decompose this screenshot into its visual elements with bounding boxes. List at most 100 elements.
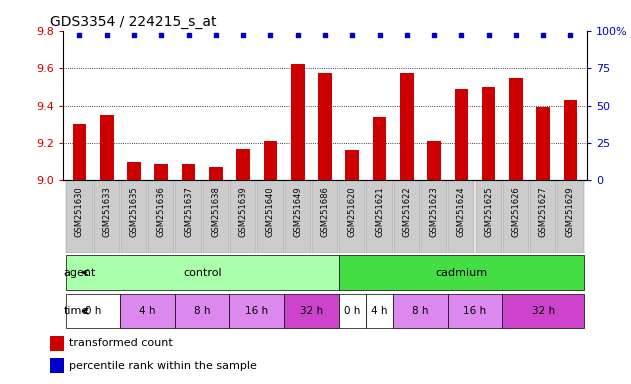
Bar — [393, 294, 448, 328]
Text: 16 h: 16 h — [245, 306, 268, 316]
Point — [511, 32, 521, 38]
Bar — [339, 180, 365, 253]
Bar — [50, 336, 64, 351]
Point — [320, 32, 330, 38]
Bar — [563, 100, 577, 180]
Text: transformed count: transformed count — [69, 338, 173, 348]
Bar — [312, 180, 338, 253]
Text: GSM251636: GSM251636 — [156, 186, 166, 237]
Bar — [155, 164, 168, 180]
Text: 32 h: 32 h — [300, 306, 323, 316]
Text: GSM251621: GSM251621 — [375, 186, 384, 237]
Bar — [175, 294, 230, 328]
Text: GSM251638: GSM251638 — [211, 186, 220, 237]
Text: 0 h: 0 h — [344, 306, 360, 316]
Bar — [175, 180, 202, 253]
Point — [429, 32, 439, 38]
Bar — [121, 180, 147, 253]
Bar — [257, 180, 283, 253]
Bar — [345, 150, 359, 180]
Bar — [127, 162, 141, 180]
Point — [538, 32, 548, 38]
Point — [266, 32, 276, 38]
Bar — [121, 294, 175, 328]
Text: 32 h: 32 h — [532, 306, 555, 316]
Bar — [530, 180, 557, 253]
Text: GSM251623: GSM251623 — [430, 186, 439, 237]
Text: cadmium: cadmium — [435, 268, 487, 278]
Bar — [93, 180, 120, 253]
Bar — [66, 180, 93, 253]
Point — [238, 32, 248, 38]
Bar — [73, 124, 86, 180]
Text: GSM251686: GSM251686 — [321, 186, 329, 237]
Text: GSM251629: GSM251629 — [566, 186, 575, 237]
Bar — [66, 294, 121, 328]
Text: GSM251640: GSM251640 — [266, 186, 275, 237]
Text: 4 h: 4 h — [139, 306, 156, 316]
Point — [184, 32, 194, 38]
Point — [347, 32, 357, 38]
Bar — [339, 294, 366, 328]
Bar — [203, 180, 229, 253]
Bar — [66, 255, 339, 290]
Point — [211, 32, 221, 38]
Bar — [536, 108, 550, 180]
Text: time: time — [64, 306, 89, 316]
Bar — [373, 117, 386, 180]
Bar — [502, 294, 584, 328]
Text: GSM251622: GSM251622 — [403, 186, 411, 237]
Bar — [285, 180, 311, 253]
Bar — [230, 180, 256, 253]
Point — [483, 32, 493, 38]
Bar — [339, 255, 584, 290]
Point — [402, 32, 412, 38]
Bar — [318, 73, 332, 180]
Text: 4 h: 4 h — [371, 306, 388, 316]
Text: GSM251649: GSM251649 — [293, 186, 302, 237]
Point — [102, 32, 112, 38]
Text: GSM251637: GSM251637 — [184, 186, 193, 237]
Text: 16 h: 16 h — [463, 306, 487, 316]
Text: 8 h: 8 h — [194, 306, 211, 316]
Text: GSM251626: GSM251626 — [511, 186, 521, 237]
Point — [129, 32, 139, 38]
Point — [374, 32, 384, 38]
Bar — [264, 141, 277, 180]
Bar — [394, 180, 420, 253]
Bar — [454, 89, 468, 180]
Text: GSM251633: GSM251633 — [102, 186, 111, 237]
Text: GSM251625: GSM251625 — [484, 186, 493, 237]
Point — [565, 32, 575, 38]
Bar — [148, 180, 174, 253]
Bar — [100, 115, 114, 180]
Bar — [366, 294, 393, 328]
Text: GDS3354 / 224215_s_at: GDS3354 / 224215_s_at — [50, 15, 217, 29]
Bar — [448, 294, 502, 328]
Bar — [209, 167, 223, 180]
Bar — [421, 180, 447, 253]
Bar — [284, 294, 339, 328]
Bar — [50, 358, 64, 373]
Text: percentile rank within the sample: percentile rank within the sample — [69, 361, 257, 371]
Point — [74, 32, 85, 38]
Bar — [503, 180, 529, 253]
Bar — [237, 149, 250, 180]
Text: GSM251630: GSM251630 — [75, 186, 84, 237]
Text: 0 h: 0 h — [85, 306, 102, 316]
Point — [456, 32, 466, 38]
Text: GSM251620: GSM251620 — [348, 186, 357, 237]
Bar — [448, 180, 475, 253]
Bar — [557, 180, 584, 253]
Bar — [182, 164, 196, 180]
Text: control: control — [183, 268, 221, 278]
Text: GSM251624: GSM251624 — [457, 186, 466, 237]
Bar — [400, 73, 413, 180]
Bar — [230, 294, 284, 328]
Point — [293, 32, 303, 38]
Text: GSM251639: GSM251639 — [239, 186, 247, 237]
Point — [156, 32, 167, 38]
Bar — [476, 180, 502, 253]
Bar — [427, 141, 441, 180]
Text: 8 h: 8 h — [412, 306, 428, 316]
